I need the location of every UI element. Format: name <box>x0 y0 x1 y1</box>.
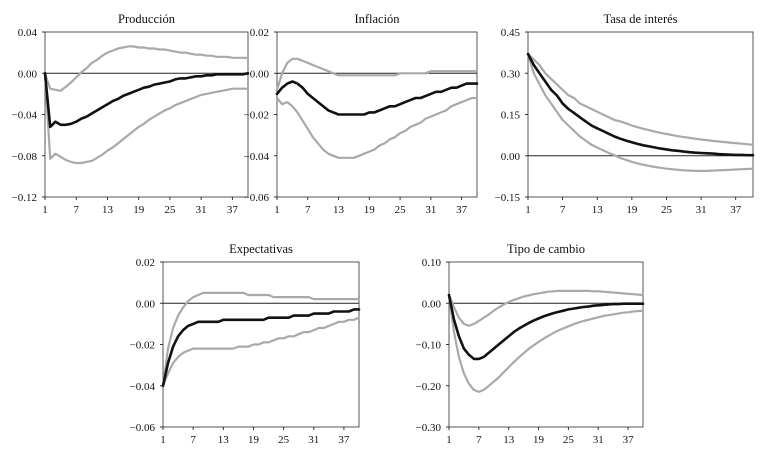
plot-frame <box>527 31 754 198</box>
y-tick-label: −0.30 <box>416 422 442 434</box>
x-tick-label: 25 <box>164 204 176 216</box>
y-tick-label: −0.08 <box>12 151 38 163</box>
x-tick-label: 19 <box>248 434 260 446</box>
x-tick-label: 7 <box>73 204 79 216</box>
x-tick-label: 19 <box>626 204 638 216</box>
x-tick-label: 31 <box>696 204 707 216</box>
y-tick-label: −0.04 <box>12 110 38 122</box>
y-tick-label: 0.00 <box>501 151 521 163</box>
x-tick-label: 1 <box>446 434 452 446</box>
x-tick-label: 13 <box>102 204 114 216</box>
panel-title: Tipo de cambio <box>507 242 585 256</box>
x-tick-label: 37 <box>227 204 239 216</box>
y-tick-label: −0.02 <box>244 110 269 122</box>
y-tick-label: −0.12 <box>12 192 37 204</box>
panel-tipo-de-cambio: Tipo de cambio 0.10 0.00 −0.10 −0.20 −0.30 1 7 1… <box>416 242 645 446</box>
y-tick-label: 0.10 <box>422 257 442 269</box>
y-tick-label: −0.20 <box>416 381 442 393</box>
y-tick-label: −0.06 <box>244 192 270 204</box>
x-tick-label: 37 <box>623 434 635 446</box>
series-upper-band-line <box>43 45 250 92</box>
y-tick-label: −0.02 <box>130 340 155 352</box>
panel-title: Producción <box>118 12 176 26</box>
x-tick-label: 25 <box>278 434 290 446</box>
x-tick-label: 19 <box>133 204 145 216</box>
x-tick-label: 19 <box>533 434 545 446</box>
series-lower-band-line <box>161 316 361 387</box>
x-tick-label: 7 <box>560 204 566 216</box>
y-tick-label: −0.10 <box>416 340 442 352</box>
series-estimate-line <box>161 308 361 388</box>
x-tick-label: 25 <box>563 434 575 446</box>
panel-expectativas: Expectativas 0.02 0.00 −0.02 −0.04 −0.06 1 7 13 1… <box>130 242 361 446</box>
y-tick-label: −0.04 <box>130 381 156 393</box>
y-tick-label: 0.15 <box>501 110 521 122</box>
series-estimate-line <box>526 52 755 157</box>
x-tick-label: 31 <box>196 204 207 216</box>
x-tick-label: 31 <box>593 434 604 446</box>
series-estimate-line <box>447 293 645 361</box>
panel-title: Tasa de interés <box>603 12 677 26</box>
plot-frame <box>448 261 644 428</box>
x-tick-label: 31 <box>308 434 319 446</box>
panel-title: Expectativas <box>229 242 293 256</box>
series-estimate-line <box>43 72 250 129</box>
x-tick-label: 1 <box>274 204 280 216</box>
series-lower-band-line <box>526 52 755 172</box>
y-tick-label: −0.06 <box>130 422 156 434</box>
panel-tasa-de-interes: Tasa de interés 0.45 0.30 0.15 0.00 −0.15 1 7 13… <box>495 12 755 216</box>
panel-inflacion: Inflación 0.02 0.00 −0.02 −0.04 −0.06 1 7 13 19 25… <box>244 12 479 216</box>
series-estimate-line <box>275 80 479 116</box>
x-tick-label: 25 <box>661 204 673 216</box>
x-tick-label: 1 <box>525 204 531 216</box>
x-tick-label: 13 <box>218 434 230 446</box>
x-tick-label: 7 <box>476 434 482 446</box>
y-tick-label: 0.00 <box>250 68 270 80</box>
x-tick-label: 7 <box>190 434 196 446</box>
plot-frame <box>276 31 478 198</box>
x-tick-label: 37 <box>456 204 468 216</box>
x-tick-label: 7 <box>305 204 311 216</box>
y-tick-label: 0.30 <box>501 68 521 80</box>
panel-produccion: Producción 0.04 0.00 −0.04 −0.08 −0.12 1 7 13 19 2… <box>12 12 250 216</box>
series-upper-band-line <box>447 289 645 327</box>
x-tick-label: 13 <box>333 204 345 216</box>
x-tick-label: 1 <box>42 204 48 216</box>
x-tick-label: 37 <box>338 434 350 446</box>
x-tick-label: 13 <box>503 434 515 446</box>
x-tick-label: 25 <box>395 204 407 216</box>
y-tick-label: 0.45 <box>501 27 521 39</box>
y-tick-label: 0.02 <box>136 257 155 269</box>
x-tick-label: 1 <box>160 434 166 446</box>
y-tick-label: 0.00 <box>136 298 156 310</box>
series-upper-band-line <box>526 52 755 146</box>
x-tick-label: 13 <box>592 204 604 216</box>
series-upper-band-line <box>275 57 479 91</box>
y-tick-label: −0.15 <box>495 192 521 204</box>
panel-title: Inflación <box>354 12 400 26</box>
y-tick-label: 0.00 <box>422 298 442 310</box>
x-tick-label: 31 <box>425 204 436 216</box>
y-tick-label: −0.04 <box>244 151 270 163</box>
series-lower-band-line <box>275 96 479 159</box>
x-tick-label: 37 <box>730 204 742 216</box>
y-tick-label: 0.04 <box>18 27 38 39</box>
series-lower-band-line <box>447 293 645 393</box>
x-tick-label: 19 <box>364 204 376 216</box>
y-tick-label: 0.02 <box>250 27 269 39</box>
series-lower-band-line <box>43 72 250 165</box>
series-upper-band-line <box>161 291 361 387</box>
y-tick-label: 0.00 <box>18 68 38 80</box>
